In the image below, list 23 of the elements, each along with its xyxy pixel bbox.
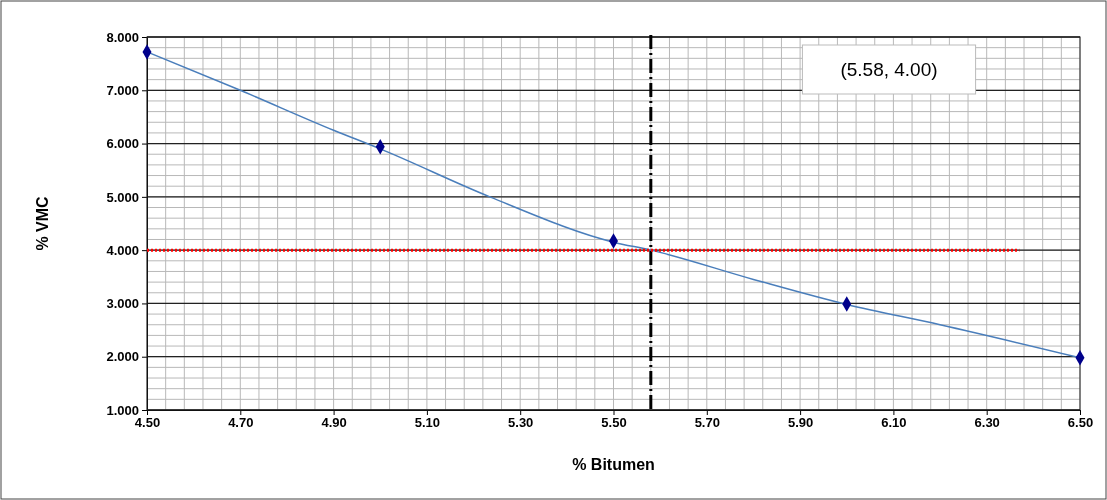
y-tick-label: 5.000: [106, 189, 139, 205]
y-tick-label: 3.000: [106, 296, 139, 312]
y-axis-title: % VMC: [34, 195, 51, 251]
y-tick-label: 8.000: [106, 29, 139, 45]
x-tick-label: 5.70: [694, 415, 720, 431]
x-tick-label: 5.90: [787, 415, 814, 431]
y-tick-label: 6.000: [106, 136, 139, 152]
x-tick-label: 6.50: [1067, 415, 1094, 431]
annotation: (5.58, 4.00): [840, 59, 938, 80]
x-tick-label: 6.10: [881, 415, 907, 431]
x-axis-title: % Bitumen: [572, 456, 655, 473]
x-tick-label: 5.10: [414, 415, 441, 431]
x-tick-label: 5.50: [601, 415, 627, 431]
y-tick-label: 1.000: [106, 402, 139, 418]
x-tick-label: 6.30: [974, 415, 1000, 431]
note-box: (5.58, 4.00): [801, 44, 977, 95]
x-tick-label: 4.70: [228, 415, 254, 431]
x-tick-label: 4.90: [321, 415, 347, 431]
x-tick-label: 4.50: [134, 415, 161, 431]
y-tick-label: 2.000: [106, 349, 139, 365]
y-tick-label: 7.000: [106, 82, 139, 98]
y-tick-label: 4.000: [106, 242, 139, 258]
x-tick-label: 5.30: [508, 415, 534, 431]
